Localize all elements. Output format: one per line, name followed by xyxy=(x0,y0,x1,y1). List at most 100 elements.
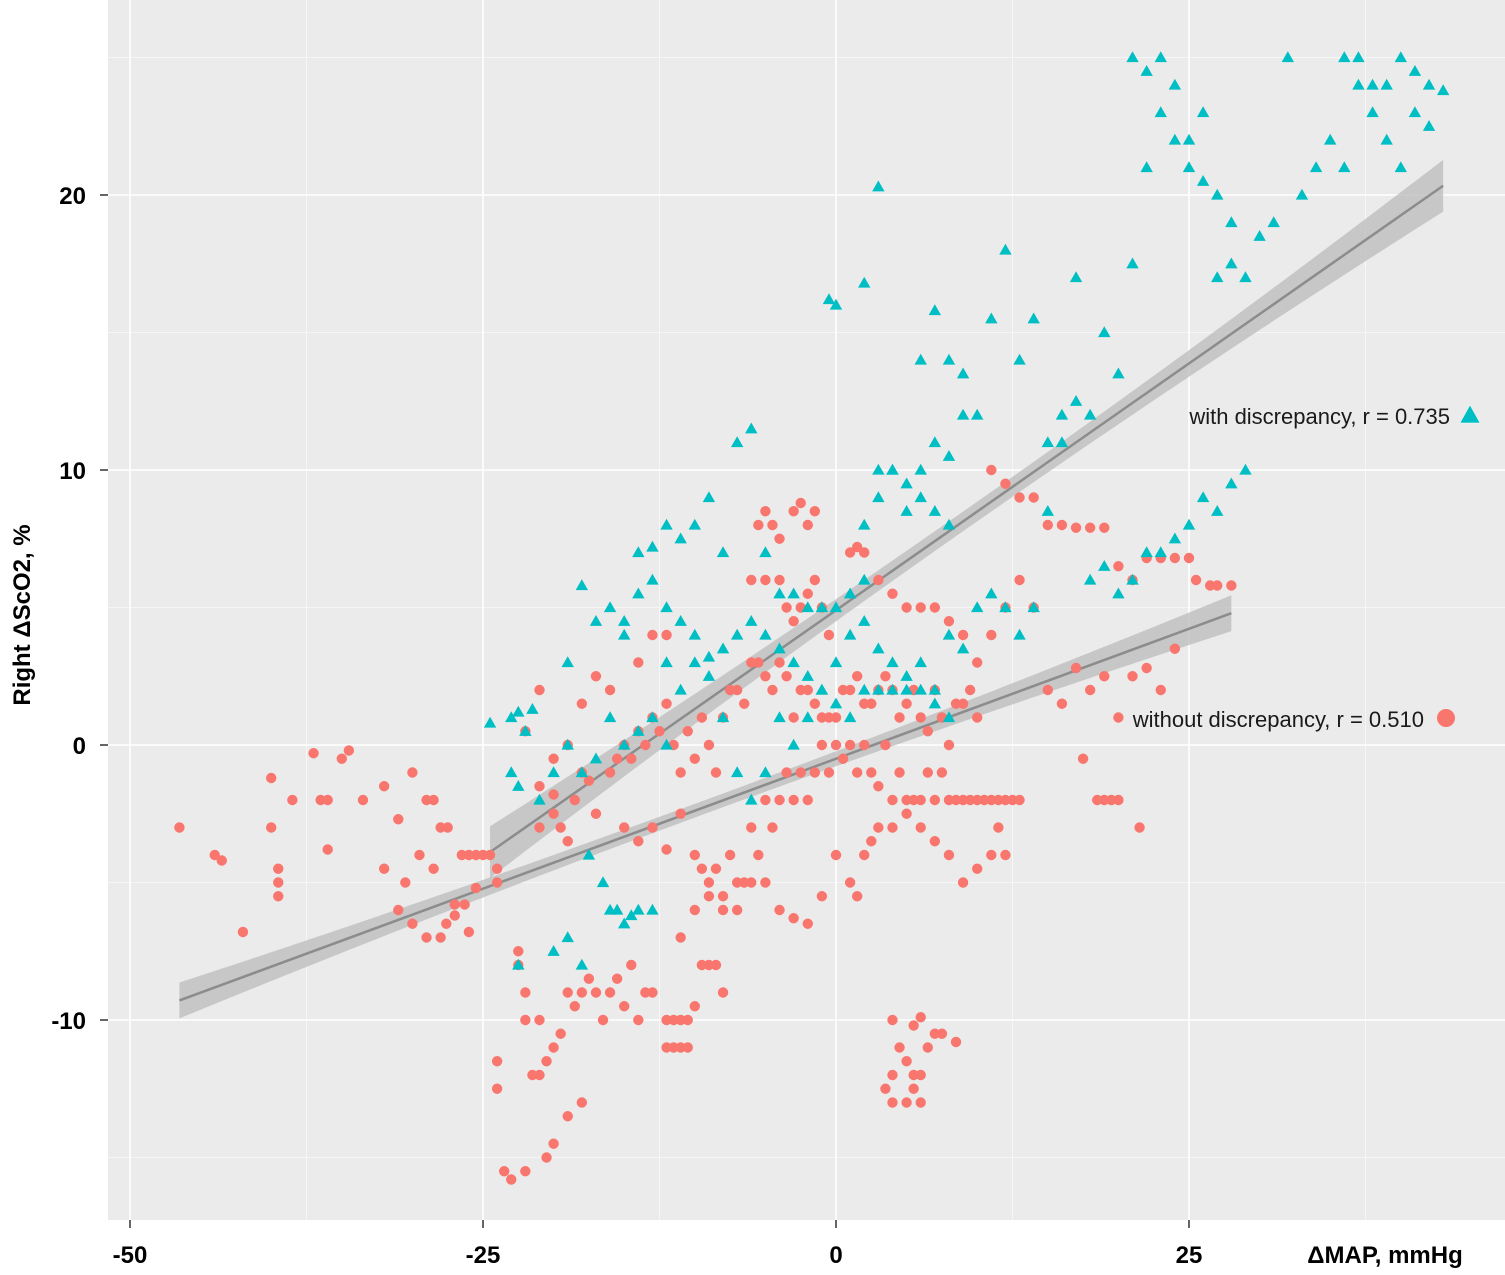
point-with-discrepancy xyxy=(1324,133,1337,145)
point-without-discrepancy xyxy=(986,464,997,476)
point-without-discrepancy xyxy=(717,904,729,916)
point-without-discrepancy xyxy=(844,684,856,696)
point-without-discrepancy xyxy=(851,671,863,682)
point-without-discrepancy xyxy=(308,748,319,759)
point-without-discrepancy xyxy=(449,899,460,910)
point-without-discrepancy xyxy=(936,1028,948,1039)
point-with-discrepancy xyxy=(858,683,871,695)
point-without-discrepancy xyxy=(894,712,905,723)
point-with-discrepancy xyxy=(900,477,913,489)
point-with-discrepancy xyxy=(843,711,857,723)
point-without-discrepancy xyxy=(1070,522,1082,533)
point-without-discrepancy xyxy=(781,767,792,778)
point-without-discrepancy xyxy=(986,849,997,861)
point-without-discrepancy xyxy=(760,877,771,888)
point-with-discrepancy xyxy=(900,683,913,695)
point-without-discrepancy xyxy=(908,1083,919,1094)
point-with-discrepancy xyxy=(914,463,927,475)
point-without-discrepancy xyxy=(887,794,898,806)
point-with-discrepancy xyxy=(999,243,1012,255)
point-without-discrepancy xyxy=(534,1069,545,1081)
point-with-discrepancy xyxy=(829,697,843,709)
point-without-discrepancy xyxy=(428,794,439,806)
point-without-discrepancy xyxy=(619,822,630,833)
point-with-discrepancy xyxy=(1154,51,1167,63)
point-with-discrepancy xyxy=(1211,505,1224,516)
point-without-discrepancy xyxy=(696,712,708,723)
point-without-discrepancy xyxy=(753,849,764,861)
point-with-discrepancy xyxy=(1126,257,1139,269)
point-without-discrepancy xyxy=(866,836,877,847)
point-without-discrepancy xyxy=(611,973,623,984)
point-without-discrepancy xyxy=(216,855,227,866)
point-with-discrepancy xyxy=(561,931,574,943)
point-without-discrepancy xyxy=(393,904,404,916)
point-with-discrepancy xyxy=(1225,216,1238,228)
point-without-discrepancy xyxy=(894,1042,905,1053)
point-with-discrepancy xyxy=(505,711,518,723)
point-without-discrepancy xyxy=(597,1014,609,1026)
point-with-discrepancy xyxy=(928,683,942,695)
point-with-discrepancy xyxy=(1422,78,1436,90)
x-axis-title: ΔMAP, mmHg xyxy=(1307,1242,1463,1269)
point-without-discrepancy xyxy=(633,1014,644,1026)
point-without-discrepancy xyxy=(972,863,983,874)
point-without-discrepancy xyxy=(950,1036,962,1048)
point-without-discrepancy xyxy=(647,822,658,833)
point-with-discrepancy xyxy=(1196,491,1210,503)
point-with-discrepancy xyxy=(716,546,730,558)
point-without-discrepancy xyxy=(590,987,602,998)
point-without-discrepancy xyxy=(266,822,277,833)
point-without-discrepancy xyxy=(633,657,644,668)
point-with-discrepancy xyxy=(829,656,843,668)
point-without-discrepancy xyxy=(1028,492,1039,503)
point-without-discrepancy xyxy=(661,629,672,641)
point-without-discrepancy xyxy=(781,602,792,613)
point-with-discrepancy xyxy=(858,276,871,288)
point-with-discrepancy xyxy=(1112,587,1125,599)
point-with-discrepancy xyxy=(512,780,525,791)
point-without-discrepancy xyxy=(774,574,785,586)
point-with-discrepancy xyxy=(603,601,617,613)
point-with-discrepancy xyxy=(688,628,701,640)
point-with-discrepancy xyxy=(942,518,956,530)
point-without-discrepancy xyxy=(604,684,616,696)
point-without-discrepancy xyxy=(562,1111,573,1122)
point-without-discrepancy xyxy=(441,918,452,929)
point-with-discrepancy xyxy=(561,656,574,668)
point-with-discrepancy xyxy=(575,579,589,591)
point-without-discrepancy xyxy=(1014,492,1025,503)
point-with-discrepancy xyxy=(561,738,574,750)
point-without-discrepancy xyxy=(534,684,545,696)
point-without-discrepancy xyxy=(915,794,926,806)
point-without-discrepancy xyxy=(583,775,595,786)
point-without-discrepancy xyxy=(901,1097,912,1108)
point-without-discrepancy xyxy=(703,739,715,751)
point-with-discrepancy xyxy=(1098,560,1111,571)
point-without-discrepancy xyxy=(746,574,757,586)
point-without-discrepancy xyxy=(964,684,976,696)
point-without-discrepancy xyxy=(717,891,729,902)
point-with-discrepancy xyxy=(589,615,603,626)
point-without-discrepancy xyxy=(774,657,785,668)
point-without-discrepancy xyxy=(689,753,700,764)
point-with-discrepancy xyxy=(1225,477,1238,489)
point-with-discrepancy xyxy=(547,766,560,778)
point-without-discrepancy xyxy=(901,602,912,613)
point-with-discrepancy xyxy=(843,587,857,599)
point-without-discrepancy xyxy=(400,877,411,888)
point-with-discrepancy xyxy=(1055,436,1069,448)
point-with-discrepancy xyxy=(547,945,560,956)
point-without-discrepancy xyxy=(435,932,446,943)
point-with-discrepancy xyxy=(1366,78,1379,90)
point-with-discrepancy xyxy=(858,573,871,585)
point-with-discrepancy xyxy=(872,491,885,503)
point-without-discrepancy xyxy=(1042,519,1054,531)
point-without-discrepancy xyxy=(880,671,891,682)
point-with-discrepancy xyxy=(1352,51,1365,63)
point-with-discrepancy xyxy=(625,909,638,921)
legend-triangle-icon xyxy=(1459,404,1481,424)
point-without-discrepancy xyxy=(1000,478,1011,489)
point-with-discrepancy xyxy=(1380,78,1393,90)
